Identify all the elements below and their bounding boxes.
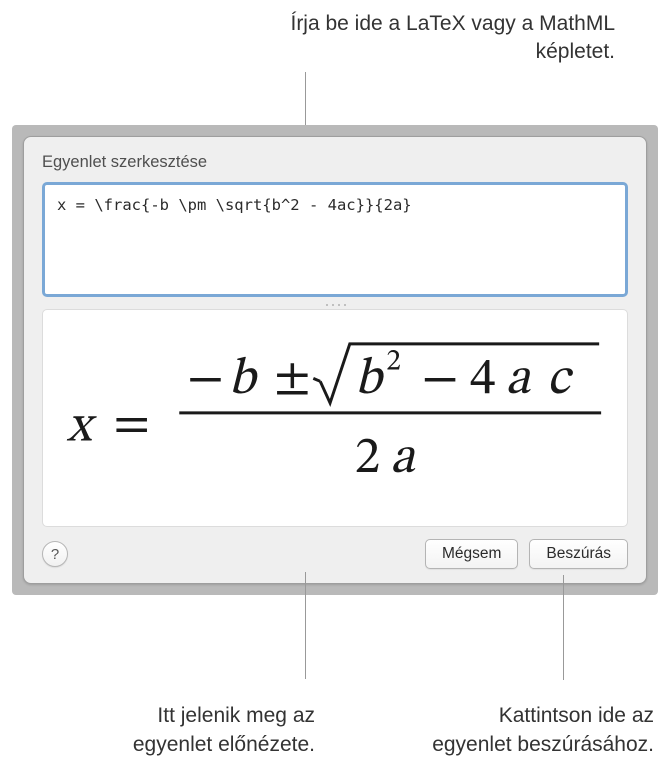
equation-preview: x = − b ± b 2 − 4 a c [42, 309, 628, 527]
svg-text:b: b [229, 355, 259, 406]
svg-text:2: 2 [355, 434, 380, 485]
equation-dialog: Egyenlet szerkesztése x = − b ± b 2 [23, 136, 647, 584]
cancel-button[interactable]: Mégsem [425, 539, 518, 569]
svg-text:=: = [113, 401, 150, 452]
svg-text:a: a [390, 434, 416, 485]
svg-text:2: 2 [386, 348, 401, 378]
leader-line-bottom-left [305, 572, 306, 679]
svg-text:−: − [187, 355, 224, 406]
svg-text:x: x [66, 403, 97, 454]
dialog-backdrop: Egyenlet szerkesztése x = − b ± b 2 [12, 125, 658, 595]
svg-text:−: − [422, 355, 459, 406]
svg-text:4: 4 [470, 355, 495, 406]
svg-text:c: c [547, 355, 574, 406]
callout-bottom-right: Kattintson ide az egyenlet beszúrásához. [424, 702, 654, 759]
svg-text:a: a [506, 355, 532, 406]
resize-grip[interactable] [42, 299, 628, 307]
dialog-title: Egyenlet szerkesztése [42, 153, 628, 172]
insert-button[interactable]: Beszúrás [529, 539, 628, 569]
formula-svg: x = − b ± b 2 − 4 a c [59, 334, 611, 502]
svg-text:b: b [355, 355, 385, 406]
callout-bottom-left: Itt jelenik meg az egyenlet előnézete. [95, 702, 315, 759]
svg-text:±: ± [274, 355, 311, 406]
equation-input[interactable] [42, 182, 628, 297]
leader-line-bottom-right [563, 575, 564, 680]
callout-top: Írja be ide a LaTeX vagy a MathML képlet… [275, 10, 615, 67]
help-button[interactable]: ? [42, 541, 68, 567]
help-icon: ? [51, 546, 59, 563]
dialog-button-row: ? Mégsem Beszúrás [42, 539, 628, 569]
